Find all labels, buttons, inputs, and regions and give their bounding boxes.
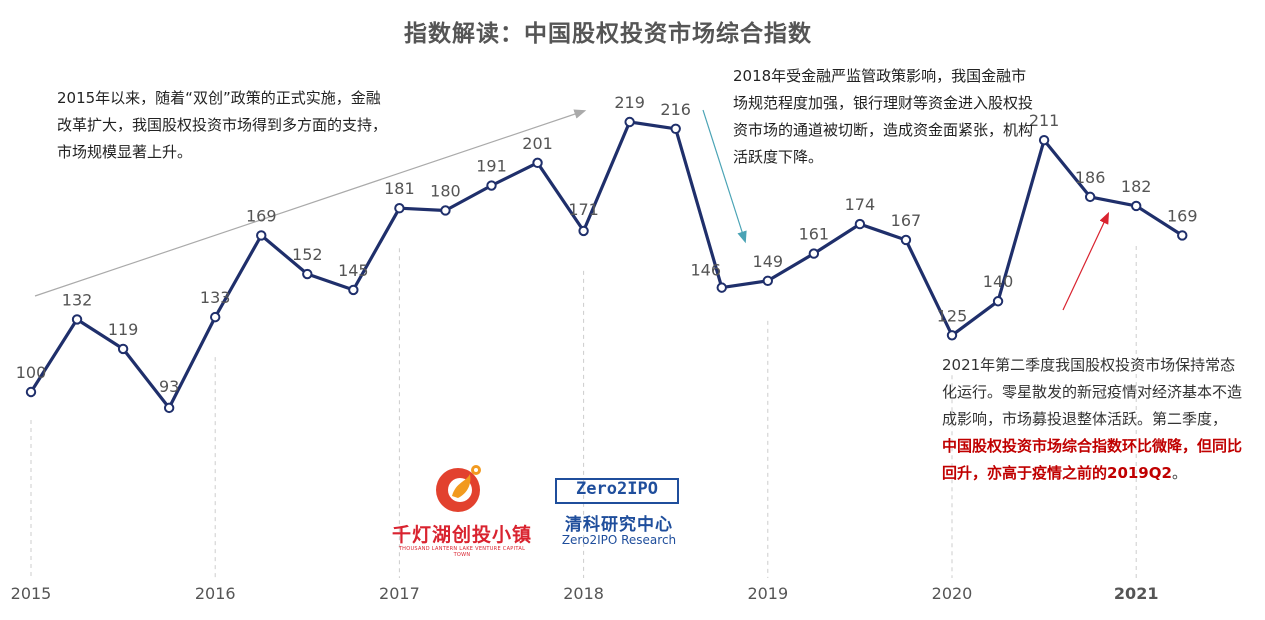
data-label-2020Q4: 186 xyxy=(1075,168,1106,187)
data-label-2020Q3: 211 xyxy=(1029,111,1060,130)
note-2021-end: 。 xyxy=(1171,464,1187,482)
data-point-2020Q4 xyxy=(1084,191,1096,203)
data-point-2016Q3 xyxy=(302,268,313,280)
qiandenghu-flame-icon xyxy=(436,465,481,512)
data-point-2020Q3 xyxy=(1038,134,1050,146)
data-label-2018Q4: 146 xyxy=(690,261,721,280)
data-label-2019Q4: 167 xyxy=(891,211,922,230)
data-point-2021Q2 xyxy=(1177,230,1188,241)
data-label-2016Q4: 145 xyxy=(338,261,369,280)
data-label-2017Q2: 180 xyxy=(430,181,461,200)
data-label-2015Q1: 100 xyxy=(16,363,47,382)
data-point-2018Q2 xyxy=(624,116,635,128)
data-point-2017Q2 xyxy=(440,205,451,216)
data-label-2016Q3: 152 xyxy=(292,245,323,264)
data-point-2016Q4 xyxy=(348,284,359,296)
data-label-2019Q2: 161 xyxy=(799,225,830,244)
note-2015-growth: 2015年以来，随着“双创”政策的正式实施，金融改革扩大，我国股权投资市场得到多… xyxy=(57,89,388,161)
data-point-2015Q2 xyxy=(71,314,83,325)
zero2ipo-name-cn: 清科研究中心 xyxy=(565,515,673,535)
data-point-2020Q1 xyxy=(946,330,958,341)
data-point-2015Q4 xyxy=(163,402,175,414)
zero2ipo-name-en: Zero2IPO Research xyxy=(561,533,677,547)
note-2021-plain: 2021年第二季度我国股权投资市场保持常态化运行。零星散发的新冠疫情对经济基本不… xyxy=(942,356,1243,428)
x-tick-2018: 2018 xyxy=(563,584,604,603)
data-point-2016Q1 xyxy=(210,311,221,323)
x-tick-2015: 2015 xyxy=(11,584,52,603)
data-label-2021Q1: 182 xyxy=(1121,177,1152,196)
data-label-2015Q2: 132 xyxy=(62,290,93,309)
x-tick-2016: 2016 xyxy=(195,584,236,603)
qiandenghu-name-en: THOUSAND LANTERN LAKE VENTURE CAPITAL TO… xyxy=(398,546,526,558)
data-label-2019Q1: 149 xyxy=(753,252,784,271)
data-label-2015Q3: 119 xyxy=(108,320,139,339)
note-2018-decline: 2018年受金融严监管政策影响，我国金融市场规范程度加强，银行理财等资金进入股权… xyxy=(733,67,1034,166)
note-2021-highlight: 中国股权投资市场综合指数环比微降，但同比回升，亦高于疫情之前的2019Q2 xyxy=(942,437,1243,482)
index-series-line xyxy=(29,120,1184,410)
data-point-2019Q4 xyxy=(900,234,912,246)
data-point-2015Q1 xyxy=(25,386,37,398)
data-label-2021Q2: 169 xyxy=(1167,206,1198,225)
chart-title: 指数解读：中国股权投资市场综合指数 xyxy=(404,21,812,47)
qiandenghu-logo: 千灯湖创投小镇 THOUSAND LANTERN LAKE VENTURE CA… xyxy=(392,460,533,558)
data-point-2019Q3 xyxy=(854,218,866,230)
data-point-2018Q4 xyxy=(716,282,727,293)
data-point-2015Q3 xyxy=(117,343,129,355)
data-label-2016Q1: 133 xyxy=(200,288,231,307)
rebound-arrow xyxy=(1062,211,1110,311)
x-tick-2021: 2021 xyxy=(1114,584,1159,603)
data-point-2019Q1 xyxy=(762,275,773,287)
zero2ipo-logo: Zero2IPO 清科研究中心 Zero2IPO Research xyxy=(555,478,685,550)
zero2ipo-box xyxy=(555,478,679,504)
data-label-2019Q3: 174 xyxy=(845,195,876,214)
data-point-2017Q3 xyxy=(486,180,497,191)
data-point-2017Q1 xyxy=(394,203,405,214)
data-label-2017Q4: 201 xyxy=(522,134,553,153)
data-point-2016Q2 xyxy=(256,230,267,241)
data-point-2020Q2 xyxy=(992,296,1004,307)
data-point-2021Q1 xyxy=(1131,200,1142,212)
data-label-2017Q1: 181 xyxy=(384,179,415,198)
data-point-2017Q4 xyxy=(532,157,543,169)
x-tick-2019: 2019 xyxy=(747,584,788,603)
data-label-2020Q2: 140 xyxy=(983,272,1014,291)
qiandenghu-name-cn: 千灯湖创投小镇 xyxy=(392,524,533,546)
decline-arrow xyxy=(702,109,747,244)
x-tick-2020: 2020 xyxy=(932,584,973,603)
x-tick-2017: 2017 xyxy=(379,584,420,603)
growth-trend-arrow xyxy=(34,109,587,297)
data-point-2019Q2 xyxy=(808,248,820,259)
data-point-2018Q3 xyxy=(670,123,681,135)
data-label-2017Q3: 191 xyxy=(476,157,507,176)
data-label-2018Q1: 171 xyxy=(568,200,599,219)
data-label-2020Q1: 125 xyxy=(937,306,968,325)
note-2021-summary: 2021年第二季度我国股权投资市场保持常态化运行。零星散发的新冠疫情对经济基本不… xyxy=(942,352,1242,487)
data-label-2016Q2: 169 xyxy=(246,206,277,225)
data-label-2018Q3: 216 xyxy=(660,100,691,119)
data-label-2015Q4: 93 xyxy=(159,377,179,396)
data-label-2018Q2: 219 xyxy=(614,93,645,112)
data-point-2018Q1 xyxy=(578,225,589,237)
zero2ipo-box-text: Zero2IPO xyxy=(576,479,658,499)
